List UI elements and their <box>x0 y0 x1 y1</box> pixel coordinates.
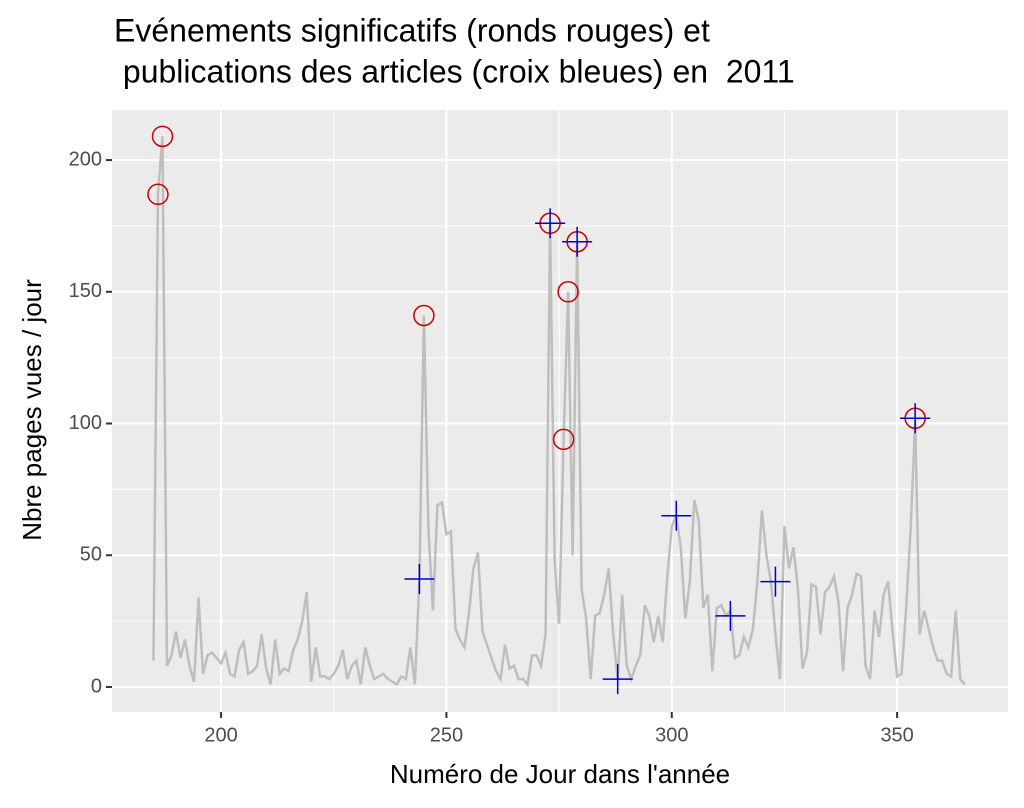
x-axis-title: Numéro de Jour dans l'année <box>390 759 730 789</box>
chart-title-line: Evénements significatifs (ronds rouges) … <box>114 12 710 48</box>
event-circle <box>151 125 174 148</box>
y-tick-label: 0 <box>91 675 102 697</box>
article-cross <box>661 500 692 531</box>
y-tick-label: 200 <box>69 148 102 170</box>
y-axis-title: Nbre pages vues / jour <box>17 279 47 541</box>
article-cross <box>535 208 566 239</box>
chart-title-line: publications des articles (croix bleues)… <box>114 53 795 89</box>
event-circle <box>552 428 575 451</box>
x-tick-label: 350 <box>880 724 913 746</box>
x-tick-label: 200 <box>204 724 237 746</box>
event-circle <box>147 183 169 206</box>
x-tick-label: 300 <box>655 724 688 746</box>
event-circle <box>557 281 579 303</box>
article-cross <box>760 566 791 597</box>
y-tick-label: 50 <box>80 544 102 566</box>
line <box>152 136 966 688</box>
y-tick-label: 100 <box>69 412 102 434</box>
x-tick-label: 250 <box>430 724 463 746</box>
article-cross <box>404 563 435 594</box>
article-cross <box>562 226 593 257</box>
article-cross <box>715 600 746 631</box>
y-tick-label: 150 <box>69 280 102 302</box>
article-cross <box>602 664 633 695</box>
article-cross <box>900 403 931 434</box>
event-circle <box>413 304 435 327</box>
